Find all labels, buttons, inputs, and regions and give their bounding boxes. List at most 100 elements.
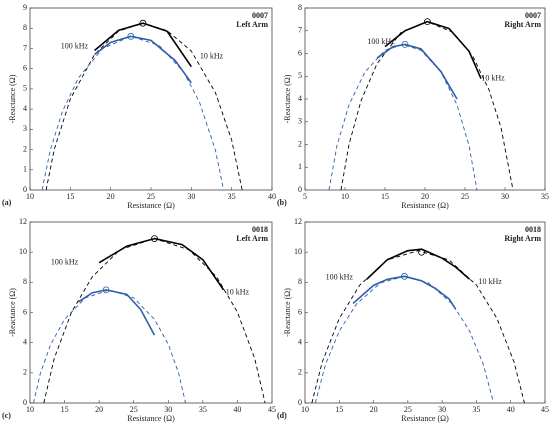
y-tick-label: 7 (23, 43, 27, 52)
x-tick-label: 40 (507, 405, 515, 414)
panel-title: 0018 (252, 225, 268, 234)
panel-label: (d) (277, 411, 287, 420)
annotation: 10 kHz (200, 51, 224, 60)
y-tick-label: 10 (19, 247, 27, 256)
y-tick-label: 9 (23, 3, 27, 12)
measured-curve (352, 275, 457, 310)
y-tick-label: 0 (298, 185, 302, 194)
y-tick-label: 2 (23, 144, 27, 153)
y-axis-label: -Reactance (Ω) (283, 288, 292, 337)
fit-curve (328, 43, 478, 191)
x-axis-label: Resistance (Ω) (127, 414, 175, 423)
x-tick-label: 40 (233, 405, 241, 414)
panel-subtitle: Right Arm (504, 20, 541, 29)
x-axis-label: Resistance (Ω) (127, 201, 175, 210)
y-tick-label: 5 (23, 84, 27, 93)
measured-curve (384, 20, 482, 79)
x-tick-label: 25 (147, 192, 155, 201)
y-tick-label: 0 (23, 185, 27, 194)
apex-marker (423, 18, 431, 26)
x-tick-label: 20 (107, 192, 115, 201)
annotation: 10 kHz (226, 288, 250, 297)
fit-curve (33, 289, 187, 404)
measured-curve (366, 248, 471, 280)
x-tick-label: 15 (335, 405, 343, 414)
x-tick-label: 25 (461, 192, 469, 201)
panel-title: 0018 (525, 225, 541, 234)
x-tick-label: 10 (341, 192, 349, 201)
measured-curve (376, 43, 458, 100)
panel-label: (a) (2, 198, 12, 207)
x-tick-label: 20 (95, 405, 103, 414)
apex-marker (151, 235, 158, 242)
y-tick-label: 1 (23, 165, 27, 174)
y-tick-label: 4 (23, 337, 27, 346)
plot-frame (304, 221, 546, 404)
panel-subtitle: Right Arm (504, 234, 541, 243)
x-tick-label: 45 (268, 405, 276, 414)
x-tick-label: 25 (404, 405, 412, 414)
y-tick-label: 4 (298, 94, 302, 103)
y-tick-label: 6 (23, 307, 27, 316)
x-tick-label: 35 (199, 405, 207, 414)
annotation: 10 kHz (481, 73, 505, 82)
y-tick-label: 2 (298, 368, 302, 377)
y-tick-label: 8 (23, 277, 27, 286)
x-tick-label: 15 (66, 192, 74, 201)
apex-marker (418, 248, 425, 256)
annotation: 10 kHz (478, 277, 502, 286)
y-tick-label: 0 (298, 398, 302, 407)
x-tick-label: 25 (130, 405, 138, 414)
x-tick-label: 30 (501, 192, 509, 201)
measured-curve (94, 35, 192, 84)
panel-label: (c) (2, 411, 11, 420)
apex-marker (401, 272, 408, 280)
plot-frame (29, 221, 273, 404)
x-tick-label: 35 (228, 192, 236, 201)
y-tick-label: 8 (23, 23, 27, 32)
fit-curve (41, 35, 225, 191)
x-axis-label: Resistance (Ω) (401, 414, 449, 423)
y-tick-label: 3 (23, 124, 27, 133)
apex-marker (401, 41, 409, 48)
x-tick-label: 5 (303, 192, 307, 201)
y-tick-label: 4 (23, 104, 27, 113)
y-axis-label: -Reactance (Ω) (283, 74, 292, 123)
x-tick-label: 40 (268, 192, 276, 201)
y-tick-label: 5 (298, 71, 302, 80)
measured-curve (98, 237, 225, 291)
y-tick-label: 2 (298, 139, 302, 148)
panel-subtitle: Left Arm (236, 20, 268, 29)
panel-title: 0007 (525, 11, 541, 20)
y-tick-label: 7 (298, 26, 302, 35)
fit-curve (340, 21, 514, 191)
annotation: 100 kHz (326, 273, 354, 282)
y-tick-label: 6 (23, 63, 27, 72)
panel-title: 0007 (252, 11, 268, 20)
x-tick-label: 15 (381, 192, 389, 201)
apex-marker (102, 286, 110, 294)
panel-label: (b) (277, 198, 287, 207)
apex-marker (127, 32, 135, 40)
x-tick-label: 45 (541, 405, 549, 414)
y-tick-label: 12 (294, 217, 302, 226)
x-tick-label: 15 (61, 405, 69, 414)
y-tick-label: 2 (23, 368, 27, 377)
x-tick-label: 20 (421, 192, 429, 201)
y-tick-label: 0 (23, 398, 27, 407)
x-tick-label: 30 (164, 405, 172, 414)
plot-frame (304, 7, 546, 191)
y-tick-label: 4 (298, 337, 302, 346)
x-tick-label: 35 (541, 192, 549, 201)
annotation: 100 kHz (367, 37, 395, 46)
y-tick-label: 12 (19, 217, 27, 226)
x-tick-label: 10 (301, 405, 309, 414)
x-tick-label: 30 (187, 192, 195, 201)
x-tick-label: 10 (26, 192, 34, 201)
y-tick-label: 1 (298, 162, 302, 171)
x-tick-label: 10 (26, 405, 34, 414)
x-tick-label: 20 (370, 405, 378, 414)
x-tick-label: 35 (472, 405, 480, 414)
y-tick-label: 8 (298, 277, 302, 286)
